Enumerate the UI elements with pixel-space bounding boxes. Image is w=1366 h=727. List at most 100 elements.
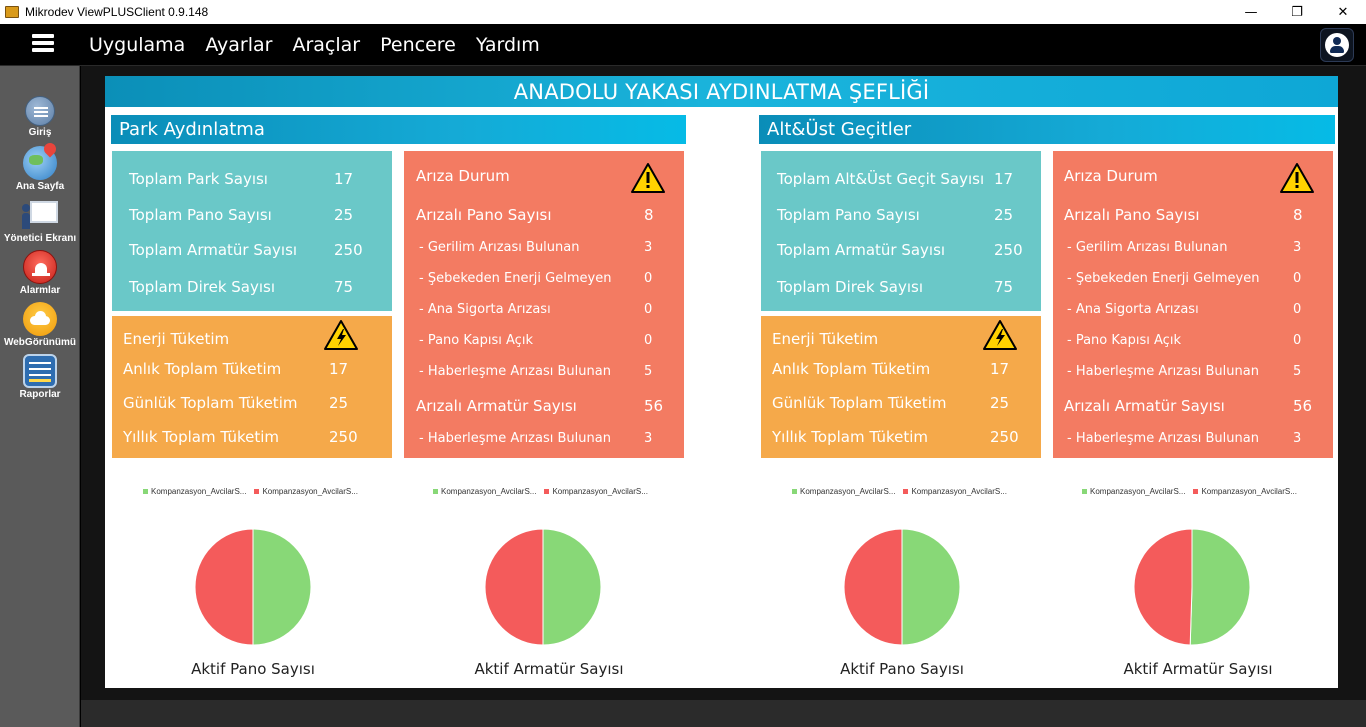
chart-title: Aktif Armatür Sayısı <box>1123 660 1273 678</box>
legend-entry[interactable]: Kompanzasyon_AvcilarS... <box>254 487 358 496</box>
legend-label: Kompanzasyon_AvcilarS... <box>552 487 648 496</box>
globe-pin-icon <box>23 140 59 180</box>
hamburger-menu-icon[interactable] <box>32 34 54 52</box>
energy-box-gecitler: Enerji Tüketim Anlık Toplam Tüketim 17 G… <box>761 316 1041 458</box>
energy-value: 25 <box>990 394 1010 412</box>
legend-label: Kompanzasyon_AvcilarS... <box>441 487 537 496</box>
fault-detail-value: 5 <box>644 364 653 379</box>
fault-detail-value: 3 <box>644 240 653 255</box>
total-label: Toplam Park Sayısı <box>129 170 268 188</box>
fault-detail-label: - Gerilim Arızası Bulunan <box>419 240 580 255</box>
menu-araclar[interactable]: Araçlar <box>292 34 361 56</box>
pie-chart-aktif-armatur-park[interactable] <box>483 527 603 647</box>
legend-entry[interactable]: Kompanzasyon_AvcilarS... <box>544 487 648 496</box>
chart-title: Aktif Pano Sayısı <box>191 660 315 678</box>
fault-detail-value: 0 <box>1293 271 1302 286</box>
energy-value: 250 <box>329 428 358 446</box>
fault-detail-label: - Şebekeden Enerji Gelmeyen <box>1067 271 1260 286</box>
chart-title: Aktif Pano Sayısı <box>840 660 964 678</box>
total-value: 250 <box>334 241 363 259</box>
total-label: Toplam Direk Sayısı <box>129 278 276 296</box>
fault-detail-value: 3 <box>1293 431 1302 446</box>
sidebar-item-yonetici-ekrani[interactable]: Yönetici Ekranı <box>0 198 80 244</box>
pie-chart-aktif-pano-park[interactable] <box>193 527 313 647</box>
menu-yardim[interactable]: Yardım <box>475 34 540 56</box>
energy-label: Anlık Toplam Tüketim <box>772 360 931 378</box>
fault-pano-value: 8 <box>1293 206 1303 224</box>
fault-detail-label: - Şebekeden Enerji Gelmeyen <box>419 271 612 286</box>
warning-icon <box>983 320 1017 350</box>
fault-detail-label: - Ana Sigorta Arızası <box>1067 302 1199 317</box>
energy-label: Günlük Toplam Tüketim <box>123 394 298 412</box>
total-label: Toplam Pano Sayısı <box>129 206 272 224</box>
fault-detail-value: 0 <box>644 302 653 317</box>
energy-label: Yıllık Toplam Tüketim <box>772 428 928 446</box>
legend-label: Kompanzasyon_AvcilarS... <box>911 487 1007 496</box>
fault-detail-label: - Pano Kapısı Açık <box>1067 333 1181 348</box>
pie-slice-1[interactable] <box>843 528 903 646</box>
sidebar-item-raporlar[interactable]: Raporlar <box>0 354 80 400</box>
legend-entry[interactable]: Kompanzasyon_AvcilarS... <box>1193 487 1297 496</box>
warning-icon <box>1280 163 1314 193</box>
fault-detail-value: 3 <box>1293 240 1302 255</box>
fault-armatur-value: 56 <box>1293 397 1313 415</box>
window-title: Mikrodev ViewPLUSClient 0.9.148 <box>25 5 209 19</box>
pie-slice-1[interactable] <box>484 528 544 646</box>
close-button[interactable]: ✕ <box>1337 4 1349 20</box>
pie-slice-1[interactable] <box>194 528 254 646</box>
energy-box-park: Enerji Tüketim Anlık Toplam Tüketim 17 G… <box>112 316 392 458</box>
energy-title: Enerji Tüketim <box>123 330 230 348</box>
chart-legend: Kompanzasyon_AvcilarS... Kompanzasyon_Av… <box>792 487 1015 496</box>
fault-detail-label: - Ana Sigorta Arızası <box>419 302 551 317</box>
chart-legend: Kompanzasyon_AvcilarS... Kompanzasyon_Av… <box>433 487 656 496</box>
minimize-button[interactable]: — <box>1244 4 1258 20</box>
pie-chart-aktif-armatur-gecitler[interactable] <box>1132 527 1252 647</box>
maximize-button[interactable]: ❐ <box>1291 4 1303 20</box>
fault-armatur-label: Arızalı Armatür Sayısı <box>416 397 577 415</box>
pie-slice-0[interactable] <box>252 528 312 646</box>
total-value: 250 <box>994 241 1023 259</box>
menu-pencere[interactable]: Pencere <box>380 34 456 56</box>
pie-chart-aktif-pano-gecitler[interactable] <box>842 527 962 647</box>
energy-value: 17 <box>990 360 1010 378</box>
energy-label: Günlük Toplam Tüketim <box>772 394 947 412</box>
sidebar-item-ana-sayfa[interactable]: Ana Sayfa <box>0 140 80 192</box>
total-label: Toplam Armatür Sayısı <box>777 241 946 259</box>
pie-slice-0[interactable] <box>542 528 602 646</box>
total-value: 75 <box>994 278 1014 296</box>
sidebar-label-yonetici-ekrani: Yönetici Ekranı <box>3 233 77 244</box>
sidebar-item-webgorunumu[interactable]: WebGörünümü <box>0 302 80 348</box>
menu-uygulama[interactable]: Uygulama <box>89 34 186 56</box>
sidebar-item-alarmlar[interactable]: Alarmlar <box>0 250 80 296</box>
section-title-gecitler: Alt&Üst Geçitler <box>759 115 1335 144</box>
user-profile-button[interactable] <box>1320 28 1354 62</box>
chart-legend: Kompanzasyon_AvcilarS... Kompanzasyon_Av… <box>1082 487 1305 496</box>
total-label: Toplam Armatür Sayısı <box>129 241 298 259</box>
sidebar-label-alarmlar: Alarmlar <box>19 285 61 296</box>
dashboard-panel: ANADOLU YAKASI AYDINLATMA ŞEFLİĞİ Park A… <box>105 76 1338 688</box>
fault-detail-label: - Gerilim Arızası Bulunan <box>1067 240 1228 255</box>
total-label: Toplam Direk Sayısı <box>777 278 924 296</box>
fault-detail-value: 0 <box>1293 302 1302 317</box>
fault-detail-value: 0 <box>644 271 653 286</box>
fault-pano-label: Arızalı Pano Sayısı <box>416 206 552 224</box>
fault-detail-value: 0 <box>644 333 653 348</box>
energy-value: 17 <box>329 360 349 378</box>
sidebar-item-giris[interactable]: Giriş <box>0 96 80 138</box>
fault-pano-label: Arızalı Pano Sayısı <box>1064 206 1200 224</box>
pie-slice-1[interactable] <box>1133 528 1193 646</box>
legend-entry[interactable]: Kompanzasyon_AvcilarS... <box>792 487 895 496</box>
app-icon <box>5 6 19 18</box>
total-label: Toplam Alt&Üst Geçit Sayısı <box>777 170 985 188</box>
legend-entry[interactable]: Kompanzasyon_AvcilarS... <box>1082 487 1185 496</box>
fault-box-park: Arıza Durum Arızalı Pano Sayısı 8 - Geri… <box>404 151 684 458</box>
legend-entry[interactable]: Kompanzasyon_AvcilarS... <box>903 487 1007 496</box>
sidebar-label-raporlar: Raporlar <box>19 389 61 400</box>
fault-detail-value: 3 <box>644 431 653 446</box>
menu-ayarlar[interactable]: Ayarlar <box>205 34 273 56</box>
pie-slice-0[interactable] <box>901 528 961 646</box>
legend-entry[interactable]: Kompanzasyon_AvcilarS... <box>143 487 246 496</box>
legend-entry[interactable]: Kompanzasyon_AvcilarS... <box>433 487 536 496</box>
sidebar-label-ana-sayfa: Ana Sayfa <box>15 181 65 192</box>
pie-slice-0[interactable] <box>1189 528 1251 646</box>
